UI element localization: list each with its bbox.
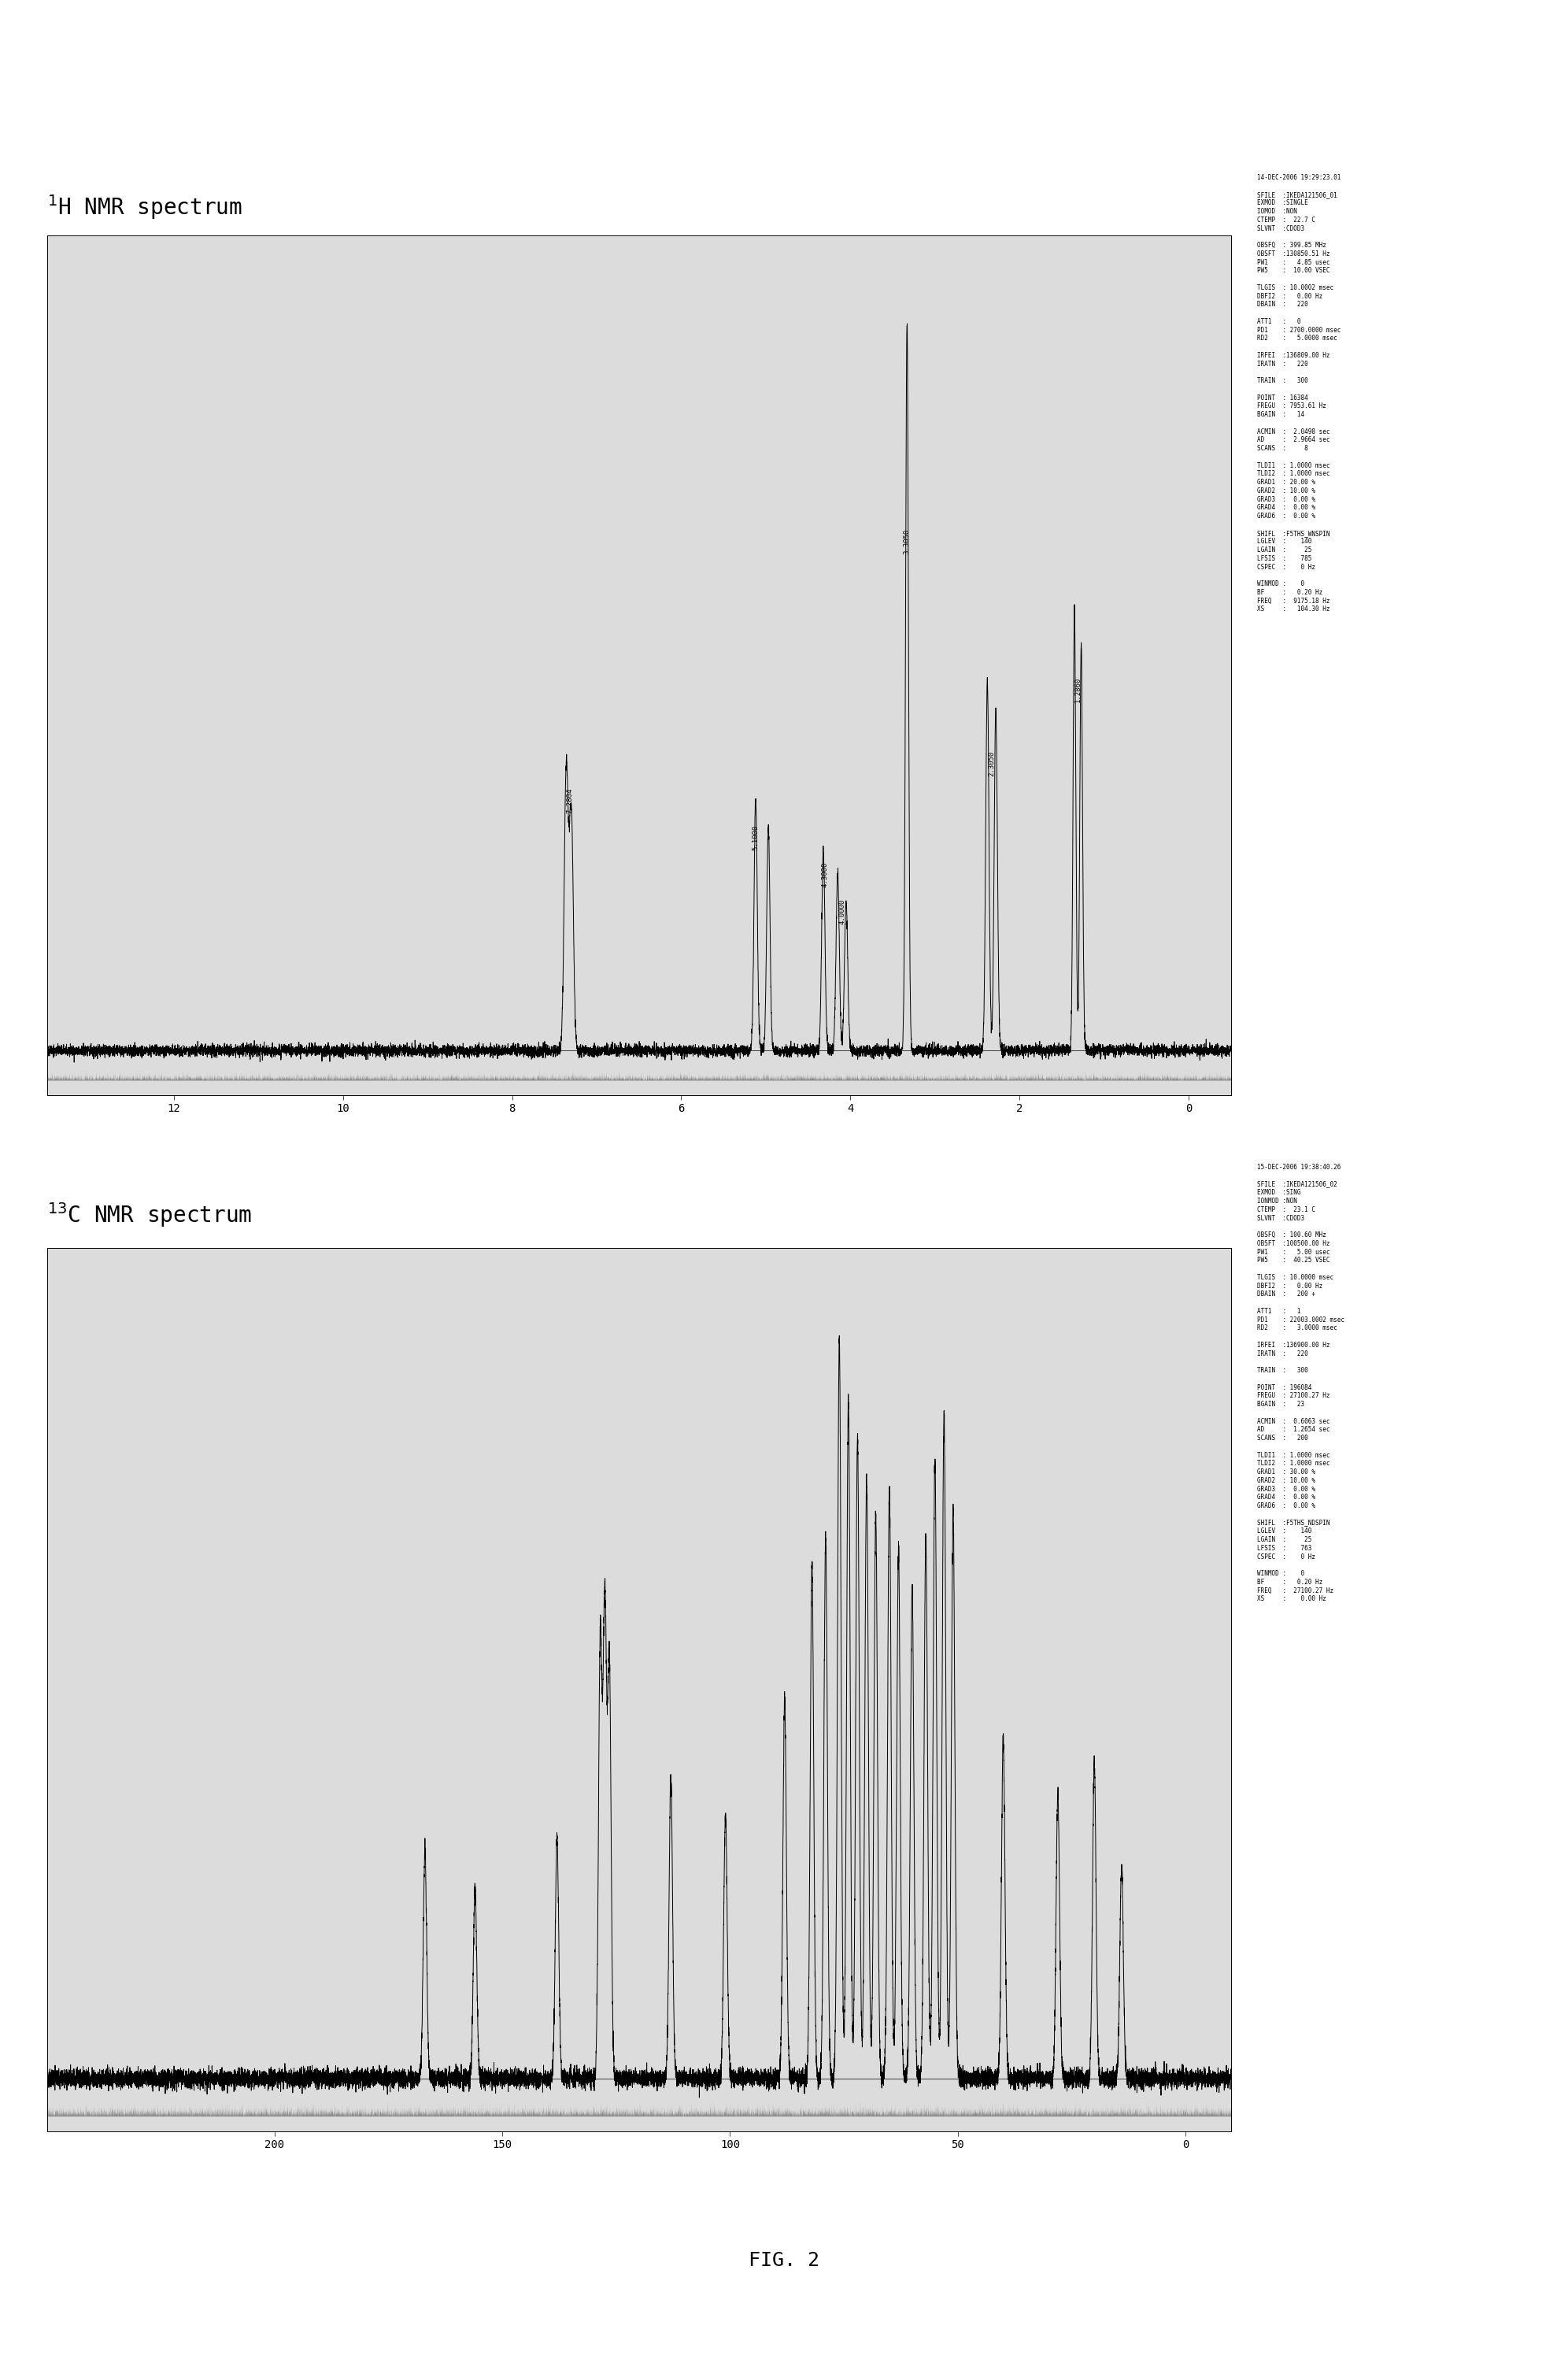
Text: $^{1}$H NMR spectrum: $^{1}$H NMR spectrum	[47, 193, 241, 221]
Text: 3.3050: 3.3050	[903, 530, 911, 553]
Text: 1.2860: 1.2860	[1074, 676, 1082, 702]
Text: 7.2804: 7.2804	[566, 789, 574, 812]
Text: 2.3050: 2.3050	[988, 751, 996, 777]
Text: 4.3000: 4.3000	[822, 862, 828, 888]
Text: FIG. 2: FIG. 2	[748, 2251, 820, 2270]
Text: 5.1000: 5.1000	[753, 824, 759, 850]
Text: 4.0000: 4.0000	[839, 900, 845, 926]
Text: $^{13}$C NMR spectrum: $^{13}$C NMR spectrum	[47, 1201, 252, 1229]
Text: 14-DEC-2006 19:29:23.01

SFILE  :IKEDA121506_01
EXMOD  :SINGLE
IOMOD  :NON
CTEMP: 14-DEC-2006 19:29:23.01 SFILE :IKEDA1215…	[1258, 174, 1341, 612]
Text: 15-DEC-2006 19:38:40.26

SFILE  :IKEDA121506_02
EXMOD  :SING
IONMOD :NON
CTEMP  : 15-DEC-2006 19:38:40.26 SFILE :IKEDA1215…	[1258, 1163, 1344, 1601]
